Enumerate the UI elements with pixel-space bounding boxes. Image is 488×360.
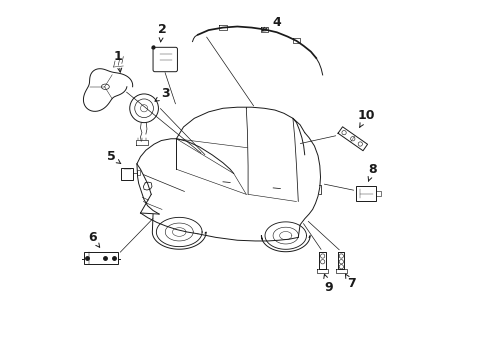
Bar [121, 168, 133, 180]
Text: 9: 9 [323, 274, 332, 294]
Text: 10: 10 [357, 109, 374, 127]
Bar [83, 252, 118, 264]
Bar [376, 191, 381, 197]
Text: 1: 1 [114, 50, 122, 72]
Text: 7: 7 [345, 274, 355, 291]
Text: 3: 3 [155, 87, 169, 101]
Text: 4: 4 [262, 16, 281, 31]
Bar [136, 170, 140, 175]
Text: 5: 5 [106, 150, 121, 163]
Bar [356, 186, 376, 201]
Text: 8: 8 [367, 163, 376, 181]
Text: 2: 2 [157, 23, 166, 42]
Text: 6: 6 [88, 231, 100, 247]
